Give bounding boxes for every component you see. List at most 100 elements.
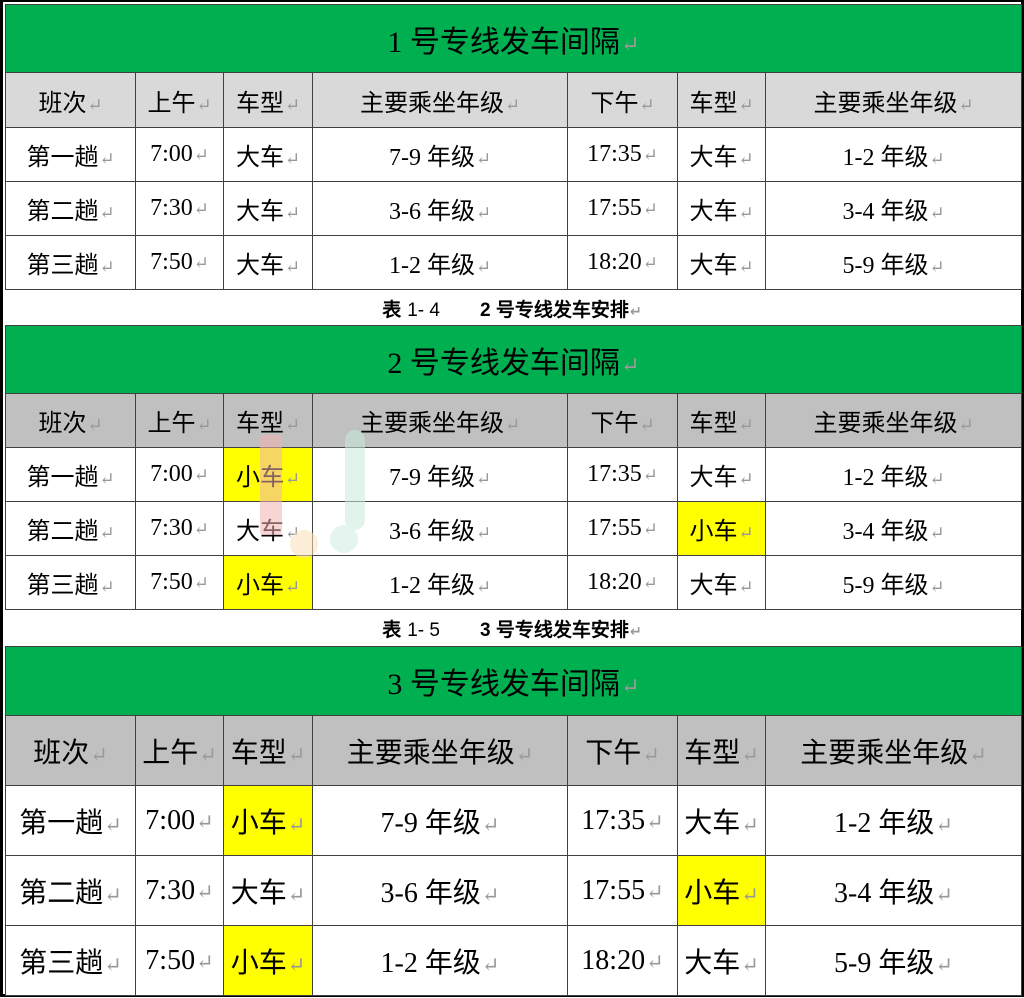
table-title: 2 号专线发车间隔 xyxy=(4,325,1023,394)
cell-text: 7:00 xyxy=(150,461,209,487)
column-header: 主要乘坐年级 xyxy=(312,715,568,786)
table-cell: 1-2 年级 xyxy=(764,447,1023,502)
column-header-text: 主要乘坐年级 xyxy=(360,91,520,117)
column-header-text: 车型 xyxy=(236,91,300,117)
column-header-text: 主要乘坐年级 xyxy=(800,738,987,769)
cell-text: 小车 xyxy=(689,519,753,545)
table-cell: 17:55 xyxy=(567,181,678,236)
cell-text: 7:30 xyxy=(145,875,213,906)
table-cell: 大车 xyxy=(223,235,313,290)
table-cell: 7:00 xyxy=(135,447,224,502)
table-cell: 小车 xyxy=(223,925,313,996)
column-header: 下午 xyxy=(567,72,678,128)
cell-text: 5-9 年级 xyxy=(842,253,944,279)
table-cell: 5-9 年级 xyxy=(764,925,1023,996)
cell-text: 18:20 xyxy=(587,569,658,595)
column-header-text: 车型 xyxy=(689,411,753,437)
cell-text: 1-2 年级 xyxy=(842,145,944,171)
cell-text: 小车 xyxy=(236,465,300,491)
table-cell: 17:35 xyxy=(567,447,678,502)
column-header: 主要乘坐年级 xyxy=(764,393,1023,448)
table-cell: 1-2 年级 xyxy=(312,555,568,610)
table-cell: 3-4 年级 xyxy=(764,181,1023,236)
table-row: 第一趟 7:00 小车 7-9 年级 17:35 大车 1-2 年级 xyxy=(5,785,1023,856)
table-cell: 大车 xyxy=(677,785,766,856)
cell-text: 大车 xyxy=(689,465,753,491)
schedule-table: 3 号专线发车间隔班次上午车型主要乘坐年级下午车型主要乘坐年级第一趟7:00小车… xyxy=(4,646,1023,996)
table-cell: 18:20 xyxy=(567,925,678,996)
cell-text: 7-9 年级 xyxy=(389,145,491,171)
table-cell: 18:20 xyxy=(567,555,678,610)
cell-text: 18:20 xyxy=(581,945,663,976)
table-cell: 大车 xyxy=(677,447,766,502)
cell-text: 大车 xyxy=(236,253,300,279)
table-cell: 7:00 xyxy=(135,785,224,856)
table-cell: 7:30 xyxy=(135,181,224,236)
table-cell: 7:00 xyxy=(135,127,224,182)
table-cell: 5-9 年级 xyxy=(764,235,1023,290)
table-cell: 小车 xyxy=(223,785,313,856)
column-header: 上午 xyxy=(135,72,224,128)
column-header-text: 车型 xyxy=(684,738,759,769)
column-header: 主要乘坐年级 xyxy=(312,72,568,128)
caption-number: 1- 4 xyxy=(407,300,440,321)
table-cell: 第二趟 xyxy=(5,181,136,236)
table-cell: 1-2 年级 xyxy=(312,235,568,290)
column-header-text: 主要乘坐年级 xyxy=(360,411,520,437)
cell-text: 小车 xyxy=(231,948,306,979)
table-cell: 7:50 xyxy=(135,235,224,290)
table-title-text: 2 号专线发车间隔 xyxy=(387,347,639,380)
table-cell: 7-9 年级 xyxy=(312,127,568,182)
column-header: 车型 xyxy=(677,393,766,448)
caption-label: 表 xyxy=(382,620,402,641)
cell-text: 7:30 xyxy=(150,195,209,221)
cell-text: 第三趟 xyxy=(19,948,122,979)
cell-text: 18:20 xyxy=(587,249,658,275)
cell-text: 第一趟 xyxy=(26,145,114,171)
table-cell: 17:35 xyxy=(567,127,678,182)
cell-text: 1-2 年级 xyxy=(389,253,491,279)
caption-number: 1- 5 xyxy=(407,620,440,641)
table-row: 第二趟 7:30 大车 3-6 年级 17:55 小车 3-4 年级 xyxy=(5,501,1023,556)
column-header-text: 主要乘坐年级 xyxy=(347,738,534,769)
table-cell: 7:50 xyxy=(135,925,224,996)
cell-text: 3-6 年级 xyxy=(389,199,491,225)
cell-text: 第二趟 xyxy=(19,878,122,909)
cell-text: 第一趟 xyxy=(19,808,122,839)
caption-label: 表 xyxy=(382,300,402,321)
table-cell: 17:55 xyxy=(567,855,678,926)
table-cell: 1-2 年级 xyxy=(764,785,1023,856)
cell-text: 3-4 年级 xyxy=(842,519,944,545)
cell-text: 1-2 年级 xyxy=(389,573,491,599)
table-row: 第一趟 7:00 大车 7-9 年级 17:35 大车 1-2 年级 xyxy=(5,127,1023,182)
cell-text: 大车 xyxy=(689,573,753,599)
table-cell: 3-6 年级 xyxy=(312,855,568,926)
table-cell: 3-4 年级 xyxy=(764,855,1023,926)
column-header: 班次 xyxy=(5,72,136,128)
cell-text: 17:35 xyxy=(581,805,663,836)
cell-text: 大车 xyxy=(231,878,306,909)
cell-text: 大车 xyxy=(236,145,300,171)
column-header-text: 班次 xyxy=(38,91,102,117)
column-header-text: 下午 xyxy=(590,411,654,437)
column-header: 班次 xyxy=(5,393,136,448)
column-header-text: 下午 xyxy=(585,738,660,769)
table-cell: 大车 xyxy=(677,235,766,290)
column-header-text: 上午 xyxy=(147,411,211,437)
table-caption: 表 1- 4 2 号专线发车安排 xyxy=(0,295,1024,322)
column-header-text: 主要乘坐年级 xyxy=(813,91,973,117)
table-cell: 小车 xyxy=(677,501,766,556)
cell-text: 7-9 年级 xyxy=(389,465,491,491)
cell-text: 大车 xyxy=(684,808,759,839)
column-header: 车型 xyxy=(677,72,766,128)
table-row: 第二趟 7:30 大车 3-6 年级 17:55 小车 3-4 年级 xyxy=(5,855,1023,926)
table-cell: 大车 xyxy=(677,127,766,182)
cell-text: 小车 xyxy=(231,808,306,839)
cell-text: 7:00 xyxy=(145,805,213,836)
table-cell: 大车 xyxy=(677,925,766,996)
cell-text: 小车 xyxy=(236,573,300,599)
column-header: 车型 xyxy=(223,72,313,128)
cell-text: 5-9 年级 xyxy=(834,948,953,979)
table-cell: 第一趟 xyxy=(5,785,136,856)
cell-text: 大车 xyxy=(684,948,759,979)
